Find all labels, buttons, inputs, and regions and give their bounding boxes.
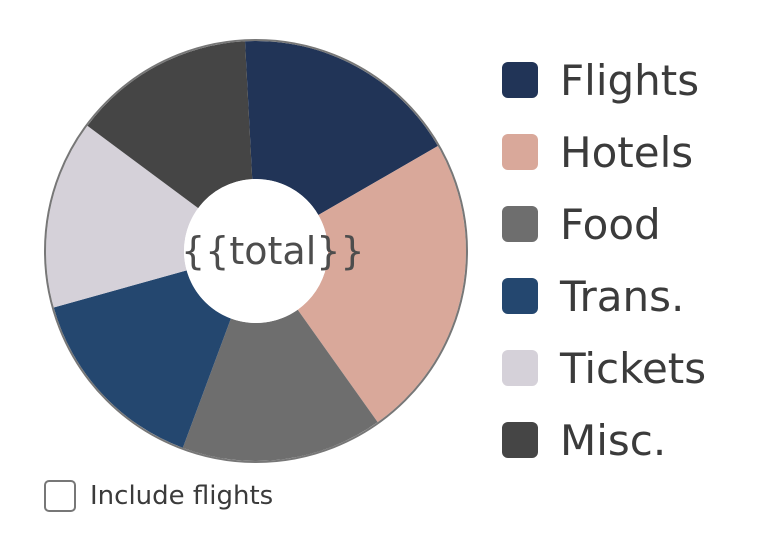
donut-outline (44, 39, 468, 463)
legend-label-tickets: Tickets (560, 343, 707, 393)
slice-trans (53, 270, 231, 448)
legend-item-food: Food (502, 188, 706, 260)
legend-swatch-hotels (502, 134, 538, 170)
legend-item-hotels: Hotels (502, 116, 706, 188)
donut-chart (44, 39, 468, 463)
slice-food (182, 309, 378, 461)
slice-hotels (297, 146, 466, 423)
include-flights-toggle[interactable]: Include flights (44, 480, 273, 512)
slice-tickets (46, 125, 199, 308)
legend-item-tickets: Tickets (502, 332, 706, 404)
include-flights-checkbox[interactable] (44, 480, 76, 512)
donut-hole (184, 179, 328, 323)
slice-misc (87, 41, 253, 209)
include-flights-label: Include flights (90, 481, 274, 511)
legend-item-trans: Trans. (502, 260, 706, 332)
legend-swatch-misc (502, 422, 538, 458)
legend-swatch-food (502, 206, 538, 242)
legend: Flights Hotels Food Trans. Tickets Misc. (502, 44, 706, 476)
legend-item-flights: Flights (502, 44, 706, 116)
legend-label-misc: Misc. (560, 415, 667, 465)
legend-swatch-tickets (502, 350, 538, 386)
legend-label-flights: Flights (560, 55, 700, 105)
total-label: {{total}} (181, 229, 365, 273)
legend-swatch-trans (502, 278, 538, 314)
legend-label-hotels: Hotels (560, 127, 694, 177)
slice-flights (245, 41, 438, 215)
legend-item-misc: Misc. (502, 404, 706, 476)
legend-label-trans: Trans. (560, 271, 685, 321)
legend-swatch-flights (502, 62, 538, 98)
legend-label-food: Food (560, 199, 661, 249)
